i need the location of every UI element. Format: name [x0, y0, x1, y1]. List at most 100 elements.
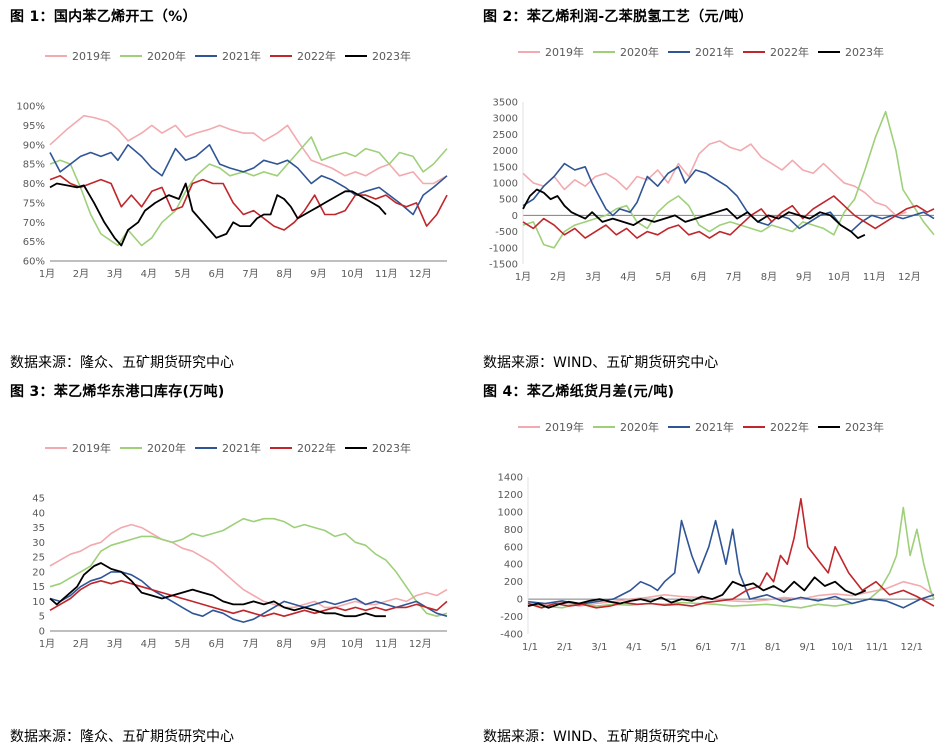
- y-tick-label: 0: [39, 627, 45, 638]
- x-tick-label: 1/1: [522, 642, 538, 653]
- y-tick-label: 80%: [23, 179, 45, 190]
- series-line-2021: [522, 162, 935, 233]
- x-tick-label: 8月: [761, 271, 777, 283]
- x-tick-label: 10/1: [831, 642, 853, 653]
- legend-label: 2021年: [695, 45, 734, 59]
- x-tick-label: 6/1: [695, 642, 711, 653]
- x-tick-label: 4月: [141, 268, 157, 280]
- y-tick-label: 1000: [493, 179, 518, 190]
- chart-source: 数据来源：WIND、五矿期货研究中心: [483, 729, 719, 745]
- y-tick-label: 2500: [493, 130, 518, 141]
- y-tick-label: 3500: [493, 98, 518, 109]
- y-tick-label: 1200: [498, 490, 523, 501]
- x-tick-label: 9月: [310, 638, 326, 650]
- x-tick-label: 12月: [409, 638, 432, 650]
- series-line-2023: [49, 562, 386, 618]
- chart-svg: 2019年 2020年 2021年 2022年 2023年 0 5 10 15 20 25 30 35 4…: [32, 441, 448, 650]
- x-tick-label: 8月: [276, 268, 292, 280]
- y-tick-label: -500: [495, 227, 518, 238]
- series-line-2019: [49, 523, 448, 609]
- y-tick-label: 85%: [23, 160, 45, 171]
- x-tick-label: 8/1: [765, 642, 781, 653]
- y-tick-label: 45: [32, 494, 45, 505]
- x-tick-label: 3月: [585, 271, 601, 283]
- y-tick-label: 75%: [23, 198, 45, 209]
- legend-label: 2023年: [845, 45, 884, 59]
- y-tick-label: 10: [32, 597, 45, 608]
- x-tick-label: 9月: [796, 271, 812, 283]
- legend-label: 2019年: [545, 45, 584, 59]
- series-line-2021: [527, 519, 935, 609]
- y-tick-label: 0: [517, 595, 523, 606]
- x-tick-label: 7月: [726, 271, 742, 283]
- y-tick-label: 1400: [498, 473, 523, 484]
- y-tick-label: 20: [32, 567, 45, 578]
- y-tick-label: 800: [504, 525, 523, 536]
- x-tick-label: 10月: [341, 638, 364, 650]
- y-tick-label: 90%: [23, 140, 45, 151]
- series-line-2022: [527, 498, 935, 609]
- legend-label: 2019年: [72, 49, 111, 63]
- series-line-2023: [527, 576, 867, 609]
- y-tick-label: 200: [504, 577, 523, 588]
- series-line-2019: [49, 114, 448, 185]
- series-line-2020: [522, 110, 935, 249]
- x-tick-label: 4月: [141, 638, 157, 650]
- legend-label: 2020年: [620, 420, 659, 434]
- legend-label: 2022年: [297, 49, 336, 63]
- legend-label: 2020年: [147, 49, 186, 63]
- x-tick-label: 4/1: [626, 642, 642, 653]
- x-tick-label: 2月: [73, 638, 89, 650]
- legend-label: 2022年: [770, 420, 809, 434]
- legend-label: 2021年: [695, 420, 734, 434]
- y-tick-label: -200: [500, 612, 523, 623]
- series-line-2019: [522, 140, 907, 217]
- legend-label: 2023年: [372, 441, 411, 455]
- x-tick-label: 6月: [208, 638, 224, 650]
- legend-label: 2021年: [222, 49, 261, 63]
- chart-svg: 2019年 2020年 2021年 2022年 2023年 -400 -200 0 200 400…: [498, 420, 935, 653]
- y-tick-label: 2000: [493, 146, 518, 157]
- legend-label: 2023年: [845, 420, 884, 434]
- x-tick-label: 6月: [690, 271, 706, 283]
- y-tick-label: 15: [32, 582, 45, 593]
- series-line-2023: [49, 182, 387, 247]
- legend-label: 2019年: [545, 420, 584, 434]
- y-tick-label: 40: [32, 508, 45, 519]
- x-tick-label: 1月: [515, 271, 531, 283]
- legend-label: 2023年: [372, 49, 411, 63]
- series-line-2023: [522, 188, 866, 240]
- chart-title: 图 1：国内苯乙烯开工（%）: [10, 9, 197, 25]
- y-tick-label: 65%: [23, 237, 45, 248]
- y-tick-label: 95%: [23, 121, 45, 132]
- y-tick-label: 25: [32, 553, 45, 564]
- chart-title: 图 2：苯乙烯利润-乙苯脱氢工艺（元/吨）: [483, 9, 753, 25]
- y-tick-label: 1500: [493, 162, 518, 173]
- x-tick-label: 3月: [107, 268, 123, 280]
- x-tick-label: 1月: [39, 268, 55, 280]
- y-tick-label: -1000: [489, 243, 518, 254]
- y-tick-label: 70%: [23, 218, 45, 229]
- legend-label: 2022年: [770, 45, 809, 59]
- chart-svg: 2019年 2020年 2021年 2022年 2023年 -1500 -1000 -500 0…: [489, 45, 935, 283]
- x-tick-label: 10月: [828, 271, 851, 283]
- x-tick-label: 2/1: [557, 642, 573, 653]
- chart-title: 图 3：苯乙烯华东港口库存(万吨): [10, 384, 225, 400]
- series-line-2021: [49, 571, 448, 623]
- legend-label: 2021年: [222, 441, 261, 455]
- x-tick-label: 7月: [242, 638, 258, 650]
- x-tick-label: 9/1: [800, 642, 816, 653]
- chart-panel-4: 图 4：苯乙烯纸货月差(元/吨) 2019年 2020年 2021年 2022年 202…: [473, 375, 946, 750]
- y-tick-label: -400: [500, 630, 523, 641]
- y-tick-label: 1000: [498, 507, 523, 518]
- y-tick-label: 30: [32, 538, 45, 549]
- chart-panel-1: 图 1：国内苯乙烯开工（%） 2019年 2020年 2021年 2022年 2023年…: [0, 0, 473, 375]
- x-tick-label: 5月: [175, 638, 191, 650]
- chart-title: 图 4：苯乙烯纸货月差(元/吨): [483, 384, 675, 400]
- series-line-2020: [49, 517, 448, 617]
- legend-label: 2022年: [297, 441, 336, 455]
- x-tick-label: 11月: [375, 638, 398, 650]
- y-tick-label: 35: [32, 523, 45, 534]
- y-tick-label: 400: [504, 560, 523, 571]
- x-tick-label: 11/1: [866, 642, 888, 653]
